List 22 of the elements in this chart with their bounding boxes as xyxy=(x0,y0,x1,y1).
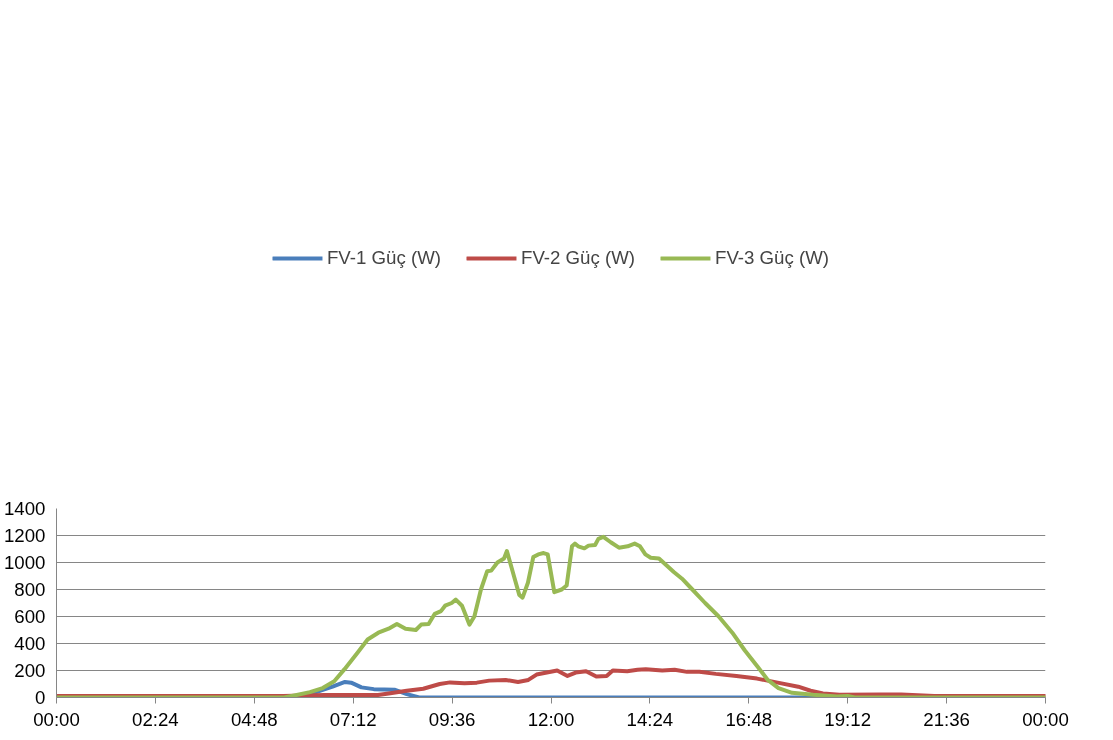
x-tick-label: 09:36 xyxy=(428,708,476,730)
y-tick-label: 0 xyxy=(35,687,46,708)
legend-label: FV-2 Güç (W) xyxy=(520,247,636,269)
x-tick-label: 14:24 xyxy=(626,708,674,730)
x-tick-label: 07:12 xyxy=(329,708,377,730)
x-tick-label: 02:24 xyxy=(132,708,179,730)
x-tick-label: 04:48 xyxy=(230,708,278,730)
x-tick-label: 16:48 xyxy=(725,708,773,730)
legend-label: FV-1 Güç (W) xyxy=(326,247,441,269)
x-tick-label: 00:00 xyxy=(33,708,80,730)
y-tick-label: 1400 xyxy=(4,498,46,519)
x-tick-label: 00:00 xyxy=(1022,708,1069,730)
x-tick-label: 21:36 xyxy=(923,708,970,730)
y-tick-label: 200 xyxy=(14,660,46,681)
y-tick-label: 400 xyxy=(14,633,46,654)
y-tick-label: 600 xyxy=(14,606,46,627)
x-tick-label: 19:12 xyxy=(824,708,872,730)
legend-label: FV-3 Güç (W) xyxy=(715,247,830,269)
y-tick-label: 800 xyxy=(14,579,46,600)
y-tick-label: 1000 xyxy=(4,552,46,573)
y-tick-label: 1200 xyxy=(4,525,46,546)
x-tick-label: 12:00 xyxy=(527,708,575,730)
